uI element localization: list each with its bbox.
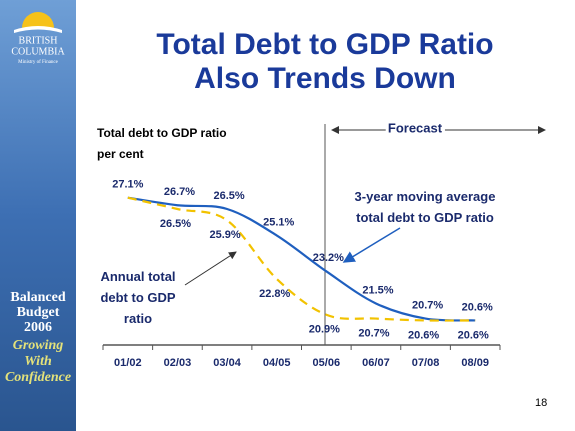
series-line [127,196,476,322]
data-label: 27.1% [112,179,143,191]
x-tick-label: 02/03 [164,357,192,369]
tagline: Confidence [5,370,71,385]
x-tick-label: 01/02 [114,357,142,369]
series-label: Annual total debt to GDP ratio [100,269,176,326]
x-tick-label: 03/04 [213,357,241,369]
data-label: 22.8% [259,288,290,300]
chart-title: Total Debt to GDP Ratio [156,28,493,61]
tagline: With [24,354,52,369]
data-label: 25.1% [263,216,294,228]
logo-sun [14,12,62,33]
data-label: 26.5% [213,190,244,202]
logo-text: BRITISH [19,35,58,46]
data-label: 26.7% [164,186,195,198]
y-label: per cent [97,147,144,161]
data-label: 20.6% [458,329,489,341]
pointer [184,251,237,286]
budget-text: 2006 [24,320,52,335]
data-label: 20.7% [412,299,443,311]
data-label: 20.7% [358,327,389,339]
data-label: 20.6% [462,301,493,313]
x-tick-label: 08/09 [461,357,489,369]
ministry: Ministry of Finance [18,60,58,65]
forecast-label: Forecast [388,120,443,135]
budget-text: Budget [17,305,60,320]
data-label: 25.9% [209,229,240,241]
budget-text: Balanced [10,290,65,305]
y-label: Total debt to GDP ratio [97,126,227,140]
sidebar [0,0,76,431]
data-label: 20.9% [309,324,340,336]
data-label: 23.2% [313,252,344,264]
chart-title: Also Trends Down [194,62,456,95]
series-line [127,196,476,322]
pointer [342,227,401,263]
x-tick-label: 05/06 [313,357,341,369]
x-tick-label: 04/05 [263,357,291,369]
data-label: 26.5% [160,218,191,230]
page-number: 18 [535,397,547,409]
data-label: 21.5% [362,284,393,296]
series-label: 3-year moving average total debt to GDP … [354,189,496,225]
x-tick-label: 06/07 [362,357,390,369]
logo-text: COLUMBIA [11,46,65,57]
tagline: Growing [13,338,64,353]
data-label: 20.6% [408,329,439,341]
x-tick-label: 07/08 [412,357,440,369]
